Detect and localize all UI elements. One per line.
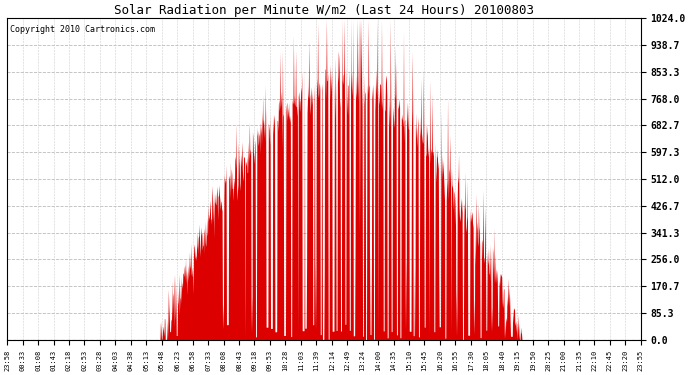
Title: Solar Radiation per Minute W/m2 (Last 24 Hours) 20100803: Solar Radiation per Minute W/m2 (Last 24… (114, 4, 534, 17)
Text: Copyright 2010 Cartronics.com: Copyright 2010 Cartronics.com (10, 25, 155, 34)
